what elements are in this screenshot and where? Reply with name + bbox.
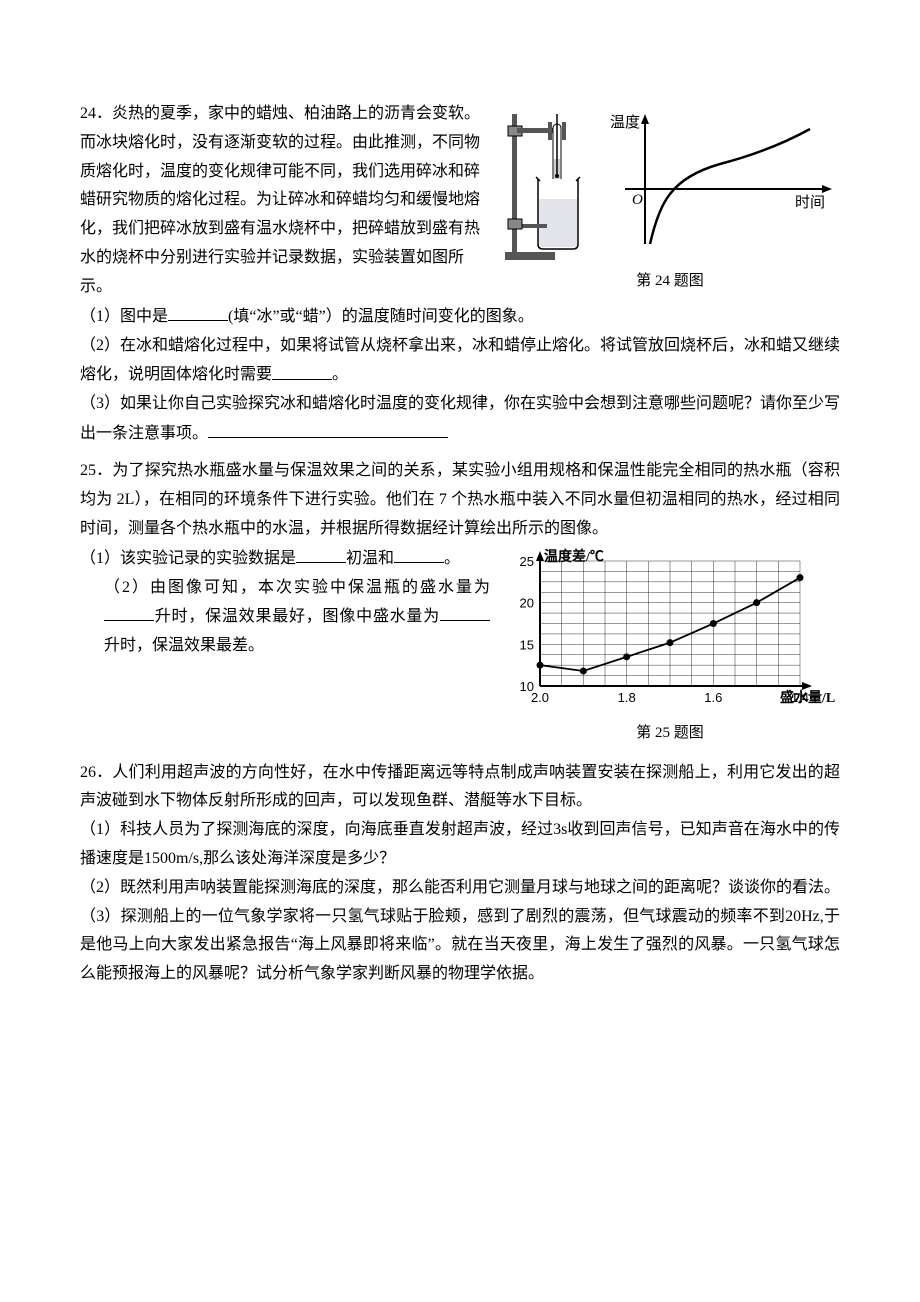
- q24-apparatus-figure: [500, 104, 590, 264]
- q24-origin: O: [632, 192, 643, 208]
- q24-p2-blank[interactable]: [272, 360, 332, 379]
- thermos-svg: 101520252.01.81.61.4温度差/℃盛水量/L: [500, 546, 840, 716]
- q25-caption: 第 25 题图: [500, 720, 840, 747]
- apparatus-svg: [500, 104, 590, 264]
- q24-p1: （1）图中是 (填“冰”或“蜡”）的温度随时间变化的图象。: [80, 302, 840, 332]
- q26-p2: （2）既然利用声呐装置能探测海底的深度，那么能否利用它测量月球与地球之间的距离呢…: [80, 874, 840, 903]
- q24-body: 24．炎热的夏季，家中的蜡烛、柏油路上的沥青会变软。而冰块熔化时，没有逐渐变软的…: [80, 105, 480, 295]
- q25-p2-a: （2）由图像可知，本次实验中保温瓶的盛水量为: [104, 579, 490, 596]
- q25-number: 25．: [80, 462, 112, 479]
- q24-p2: （2）在冰和蜡熔化过程中，如果将试管从烧杯拿出来，冰和蜡停止熔化。将试管放回烧杯…: [80, 332, 840, 391]
- temp-graph-svg: 温度 时间 O: [610, 109, 840, 259]
- q25-p2-b: 升时，保温效果最好，图像中盛水量为: [154, 608, 440, 625]
- svg-text:1.8: 1.8: [618, 690, 636, 705]
- q25-p2-c: 升时，保温效果最差。: [104, 637, 264, 654]
- question-24: 温度 时间 O 第 24 题图 24．炎热的夏季，家中的蜡烛、柏油路上的沥青会变…: [80, 100, 840, 449]
- q25-p2-blank2[interactable]: [440, 602, 490, 621]
- svg-text:1.6: 1.6: [704, 690, 722, 705]
- q25-body: 25．为了探究热水瓶盛水量与保温效果之间的关系，某实验小组用规格和保温性能完全相…: [80, 457, 840, 543]
- q26-text: 人们利用超声波的方向性好，在水中传播距离远等特点制成声呐装置安装在探测船上，利用…: [80, 764, 840, 810]
- svg-text:2.0: 2.0: [531, 690, 549, 705]
- q25-p1-blank2[interactable]: [394, 544, 444, 563]
- q24-p3: （3）如果让你自己实验探究冰和蜡熔化时温度的变化规律，你在实验中会想到注意哪些问…: [80, 390, 840, 449]
- q24-figures: 温度 时间 O 第 24 题图: [500, 104, 840, 295]
- svg-text:25: 25: [520, 554, 534, 569]
- q25-p1-a: （1）该实验记录的实验数据是: [80, 550, 296, 567]
- svg-text:20: 20: [520, 595, 534, 610]
- q24-graph-figure: 温度 时间 O: [610, 109, 840, 259]
- q25-figure-wrap: 101520252.01.81.61.4温度差/℃盛水量/L 第 25 题图: [500, 546, 840, 747]
- q24-p1-blank[interactable]: [168, 302, 228, 321]
- q24-p3-a: （3）如果让你自己实验探究冰和蜡熔化时温度的变化规律，你在实验中会想到注意哪些问…: [80, 395, 840, 442]
- q24-text: 炎热的夏季，家中的蜡烛、柏油路上的沥青会变软。而冰块熔化时，没有逐渐变软的过程。…: [80, 105, 480, 295]
- q24-ylabel: 温度: [610, 114, 640, 131]
- q25-p1-blank1[interactable]: [296, 544, 346, 563]
- q24-p2-a: （2）在冰和蜡熔化过程中，如果将试管从烧杯拿出来，冰和蜡停止熔化。将试管放回烧杯…: [80, 337, 840, 384]
- q24-p3-blank[interactable]: [208, 419, 448, 438]
- q24-figure-row: 温度 时间 O: [500, 104, 840, 264]
- q26-body: 26．人们利用超声波的方向性好，在水中传播距离远等特点制成声呐装置安装在探测船上…: [80, 759, 840, 817]
- q25-chart-xlabel: 盛水量/L: [780, 689, 835, 706]
- q26-p1: （1）科技人员为了探测海底的深度，向海底垂直发射超声波，经过3s收到回声信号，已…: [80, 816, 840, 874]
- q25-chart: 101520252.01.81.61.4温度差/℃盛水量/L: [500, 546, 840, 716]
- q24-p1-a: （1）图中是: [80, 308, 168, 325]
- q25-chart-ylabel: 温度差/℃: [544, 548, 604, 565]
- q26-number: 26．: [80, 764, 112, 781]
- q24-p1-b: (填“冰”或“蜡”）的温度随时间变化的图象。: [228, 308, 534, 325]
- q25-p2-blank1[interactable]: [104, 602, 154, 621]
- question-26: 26．人们利用超声波的方向性好，在水中传播距离远等特点制成声呐装置安装在探测船上…: [80, 759, 840, 989]
- q24-p2-b: 。: [332, 367, 348, 384]
- q24-xlabel: 时间: [795, 194, 825, 211]
- q25-p1-c: 。: [444, 550, 460, 567]
- question-25: 25．为了探究热水瓶盛水量与保温效果之间的关系，某实验小组用规格和保温性能完全相…: [80, 457, 840, 750]
- q25-p1-b: 初温和: [346, 550, 394, 567]
- q26-p3: （3）探测船上的一位气象学家将一只氢气球贴于脸颊，感到了剧烈的震荡，但气球震动的…: [80, 903, 840, 989]
- q24-number: 24．: [80, 105, 112, 122]
- q24-caption: 第 24 题图: [500, 268, 840, 295]
- svg-text:15: 15: [520, 637, 534, 652]
- q25-text: 为了探究热水瓶盛水量与保温效果之间的关系，某实验小组用规格和保温性能完全相同的热…: [80, 462, 840, 537]
